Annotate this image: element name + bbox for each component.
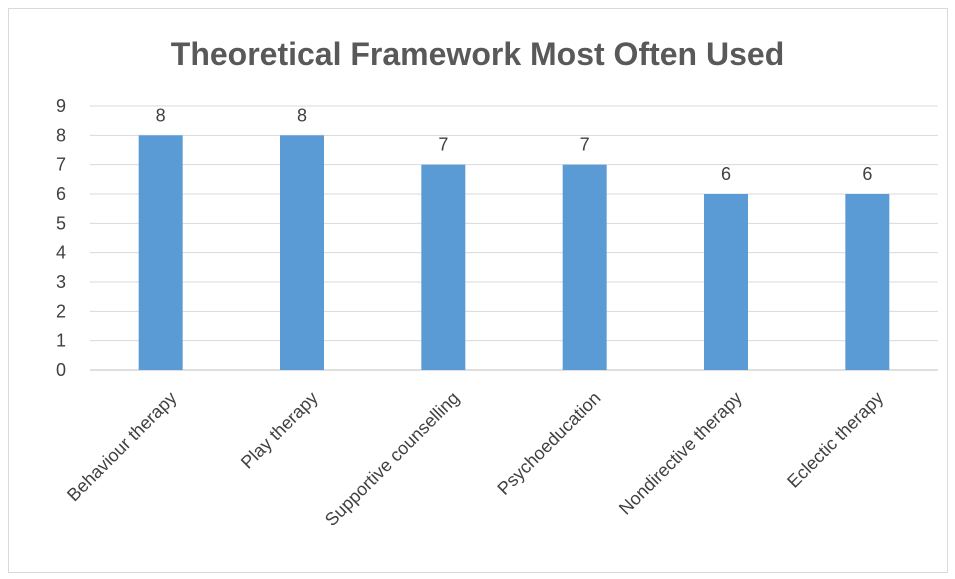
data-label: 6 <box>721 164 731 184</box>
bar <box>138 135 183 370</box>
data-label: 8 <box>297 105 307 125</box>
data-labels: 8 8 7 7 6 6 <box>156 105 873 184</box>
y-tick-label: 7 <box>56 155 66 175</box>
y-tick-label: 3 <box>56 272 66 292</box>
y-tick-label: 6 <box>56 184 66 204</box>
y-tick-label: 9 <box>56 96 66 116</box>
y-tick-label: 2 <box>56 301 66 321</box>
bars <box>138 135 890 370</box>
bar <box>421 164 466 370</box>
data-label: 7 <box>580 135 590 155</box>
bar <box>562 164 607 370</box>
y-tick-label: 8 <box>56 125 66 145</box>
category-label: Eclectic therapy <box>783 388 887 492</box>
y-tick-label: 1 <box>56 331 66 351</box>
bar <box>845 194 890 370</box>
category-label: Psychoeducation <box>493 388 604 499</box>
data-label: 6 <box>862 164 872 184</box>
chart-title: Theoretical Framework Most Often Used <box>170 36 785 72</box>
data-label: 8 <box>156 105 166 125</box>
data-label: 7 <box>438 135 448 155</box>
y-axis-tick-labels: 0 1 2 3 4 5 6 7 8 9 <box>56 96 66 380</box>
x-axis-category-labels: Behaviour therapy Play therapy Supportive … <box>63 388 887 530</box>
y-tick-label: 0 <box>56 360 66 380</box>
bar <box>280 135 324 370</box>
category-label: Play therapy <box>237 388 322 473</box>
bar <box>704 194 748 370</box>
y-tick-label: 5 <box>56 213 66 233</box>
category-label: Supportive counselling <box>321 388 463 530</box>
gridlines <box>90 105 938 371</box>
category-label: Behaviour therapy <box>63 388 180 505</box>
category-label: Nondirective therapy <box>615 388 746 519</box>
y-tick-label: 4 <box>56 243 66 263</box>
